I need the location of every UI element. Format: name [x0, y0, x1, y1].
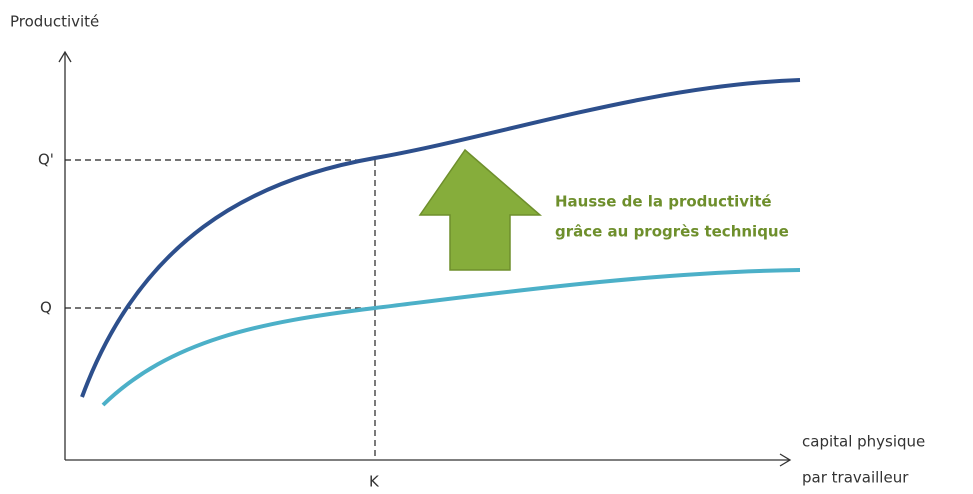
curve-low	[101, 268, 801, 407]
up-arrow	[418, 148, 543, 271]
level-label: Q	[40, 299, 52, 317]
x-axis-label: capital physique	[802, 433, 925, 451]
annotation: grâce au progrès technique	[555, 223, 789, 241]
level-label: K	[369, 473, 380, 491]
level-label: Q'	[38, 151, 54, 169]
annotation: Hausse de la productivité	[555, 193, 772, 211]
x-axis-label: par travailleur	[802, 469, 909, 487]
curve-high	[80, 78, 801, 398]
y-axis-label: Productivité	[10, 13, 99, 31]
